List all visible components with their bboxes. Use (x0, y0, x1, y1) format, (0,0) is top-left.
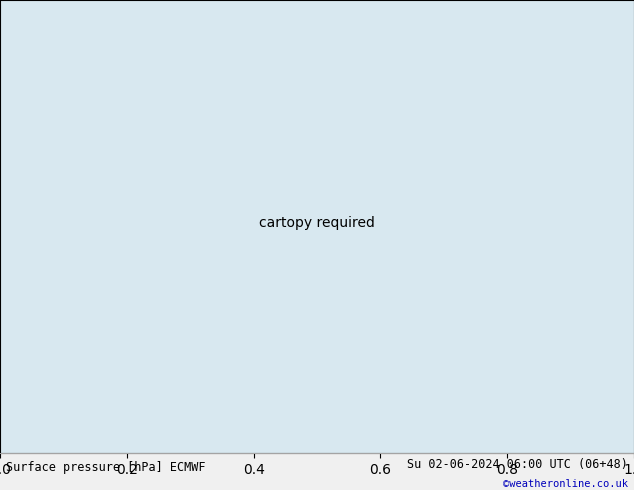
Text: Surface pressure [hPa] ECMWF: Surface pressure [hPa] ECMWF (6, 462, 206, 474)
Text: cartopy required: cartopy required (259, 216, 375, 230)
Text: ©weatheronline.co.uk: ©weatheronline.co.uk (503, 480, 628, 490)
Text: Su 02-06-2024 06:00 UTC (06+48): Su 02-06-2024 06:00 UTC (06+48) (407, 458, 628, 471)
